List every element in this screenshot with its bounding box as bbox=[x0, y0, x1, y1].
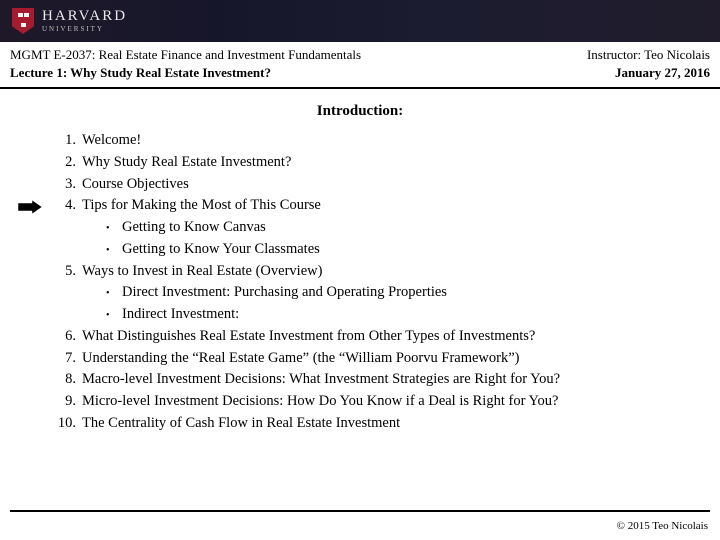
item-number: 10. bbox=[56, 413, 82, 435]
date-line: January 27, 2016 bbox=[587, 64, 710, 82]
sub-item-text: Indirect Investment: bbox=[122, 304, 239, 326]
sub-item: •Getting to Know Your Classmates bbox=[56, 239, 684, 261]
list-item: 5.Ways to Invest in Real Estate (Overvie… bbox=[56, 261, 684, 283]
bullet-icon: • bbox=[106, 243, 122, 258]
list-item: 1.Welcome! bbox=[56, 130, 684, 152]
item-text: What Distinguishes Real Estate Investmen… bbox=[82, 326, 684, 348]
item-text: Micro-level Investment Decisions: How Do… bbox=[82, 391, 684, 413]
section-title: Introduction: bbox=[0, 103, 720, 120]
item-number: 8. bbox=[56, 369, 82, 391]
item-text: Tips for Making the Most of This Course bbox=[82, 195, 684, 217]
header-left: MGMT E-2037: Real Estate Finance and Inv… bbox=[10, 46, 361, 81]
list-item: 9.Micro-level Investment Decisions: How … bbox=[56, 391, 684, 413]
item-text: Why Study Real Estate Investment? bbox=[82, 152, 684, 174]
pointer-arrow-icon bbox=[18, 200, 42, 214]
list-item: 7.Understanding the “Real Estate Game” (… bbox=[56, 348, 684, 370]
item-number: 2. bbox=[56, 152, 82, 174]
content-area: 1.Welcome!2.Why Study Real Estate Invest… bbox=[0, 130, 720, 435]
header-info: MGMT E-2037: Real Estate Finance and Inv… bbox=[0, 42, 720, 89]
brand-top: HARVARD bbox=[42, 9, 127, 24]
item-text: The Centrality of Cash Flow in Real Esta… bbox=[82, 413, 684, 435]
header-right: Instructor: Teo Nicolais January 27, 201… bbox=[587, 46, 710, 81]
outline-list: 1.Welcome!2.Why Study Real Estate Invest… bbox=[56, 130, 684, 435]
list-item: 8.Macro-level Investment Decisions: What… bbox=[56, 369, 684, 391]
item-number: 3. bbox=[56, 174, 82, 196]
bullet-icon: • bbox=[106, 286, 122, 301]
harvard-banner: HARVARD UNIVERSITY bbox=[0, 0, 720, 42]
brand-text: HARVARD UNIVERSITY bbox=[42, 9, 127, 33]
list-item: 3.Course Objectives bbox=[56, 174, 684, 196]
item-text: Course Objectives bbox=[82, 174, 684, 196]
instructor-line: Instructor: Teo Nicolais bbox=[587, 46, 710, 64]
item-number: 9. bbox=[56, 391, 82, 413]
sub-item: •Direct Investment: Purchasing and Opera… bbox=[56, 282, 684, 304]
sub-item: •Getting to Know Canvas bbox=[56, 217, 684, 239]
copyright: © 2015 Teo Nicolais bbox=[617, 520, 708, 532]
item-number: 7. bbox=[56, 348, 82, 370]
item-text: Understanding the “Real Estate Game” (th… bbox=[82, 348, 684, 370]
course-line: MGMT E-2037: Real Estate Finance and Inv… bbox=[10, 46, 361, 64]
item-number: 1. bbox=[56, 130, 82, 152]
item-text: Macro-level Investment Decisions: What I… bbox=[82, 369, 684, 391]
sub-item-text: Direct Investment: Purchasing and Operat… bbox=[122, 282, 447, 304]
lecture-line: Lecture 1: Why Study Real Estate Investm… bbox=[10, 64, 361, 82]
footer-rule bbox=[10, 510, 710, 512]
item-number: 4. bbox=[56, 195, 82, 217]
list-item: 6.What Distinguishes Real Estate Investm… bbox=[56, 326, 684, 348]
list-item: 4.Tips for Making the Most of This Cours… bbox=[56, 195, 684, 217]
brand-bottom: UNIVERSITY bbox=[42, 26, 127, 33]
item-number: 5. bbox=[56, 261, 82, 283]
sub-item-text: Getting to Know Your Classmates bbox=[122, 239, 320, 261]
item-number: 6. bbox=[56, 326, 82, 348]
sub-item: •Indirect Investment: bbox=[56, 304, 684, 326]
item-text: Welcome! bbox=[82, 130, 684, 152]
item-text: Ways to Invest in Real Estate (Overview) bbox=[82, 261, 684, 283]
bullet-icon: • bbox=[106, 221, 122, 236]
sub-item-text: Getting to Know Canvas bbox=[122, 217, 266, 239]
list-item: 2.Why Study Real Estate Investment? bbox=[56, 152, 684, 174]
bullet-icon: • bbox=[106, 308, 122, 323]
list-item: 10.The Centrality of Cash Flow in Real E… bbox=[56, 413, 684, 435]
